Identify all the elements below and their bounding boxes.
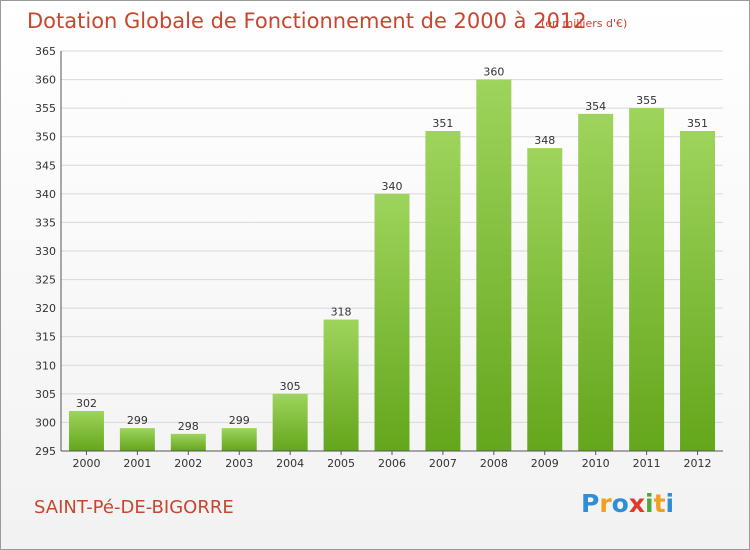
logo-letter: r [599, 489, 612, 518]
y-tick-label: 300 [35, 416, 56, 429]
bar-2009 [527, 148, 563, 451]
data-label: 340 [382, 180, 403, 193]
data-label: 298 [178, 420, 199, 433]
data-label: 302 [76, 397, 97, 410]
proxiti-logo[interactable]: Proxiti [581, 489, 674, 518]
y-tick-label: 310 [35, 359, 56, 372]
x-tick-label: 2004 [276, 457, 304, 470]
data-label: 305 [280, 380, 301, 393]
bar-2011 [629, 108, 665, 452]
y-tick-label: 335 [35, 216, 56, 229]
data-label: 299 [127, 414, 148, 427]
data-label: 351 [432, 117, 453, 130]
bar-2007 [425, 131, 461, 451]
bar-2012 [680, 131, 716, 451]
bar-2001 [119, 428, 155, 451]
y-tick-label: 320 [35, 302, 56, 315]
bars: 302 299 298 299 305 318 340 351 360 348 354 355 351 [68, 66, 716, 452]
x-tick-label: 2008 [480, 457, 508, 470]
bar-2005 [323, 319, 359, 451]
logo-letter: t [653, 489, 666, 518]
y-tick-label: 340 [35, 188, 56, 201]
x-tick-label: 2007 [429, 457, 457, 470]
data-label: 348 [534, 134, 555, 147]
y-tick-label: 350 [35, 131, 56, 144]
y-tick-label: 330 [35, 245, 56, 258]
x-tick-label: 2000 [72, 457, 100, 470]
x-tick-label: 2001 [123, 457, 151, 470]
bar-2004 [272, 393, 308, 451]
x-tick-label: 2011 [633, 457, 661, 470]
bar-2003 [221, 428, 257, 451]
axes: 2953003053103153203253303353403453503553… [35, 45, 723, 470]
y-tick-label: 315 [35, 331, 56, 344]
x-tick-label: 2010 [582, 457, 610, 470]
logo-letter: i [645, 489, 654, 518]
logo-letter: i [665, 489, 675, 518]
logo-letter: x [628, 489, 645, 518]
data-label: 351 [687, 117, 708, 130]
y-tick-label: 360 [35, 74, 56, 87]
y-tick-label: 305 [35, 388, 56, 401]
x-tick-label: 2005 [327, 457, 355, 470]
chart-subtitle: (en milliers d'€) [541, 17, 628, 30]
bar-2008 [476, 79, 512, 452]
x-tick-label: 2002 [174, 457, 202, 470]
data-label: 355 [636, 94, 657, 107]
data-label: 318 [331, 306, 352, 319]
logo-letter: P [581, 489, 600, 518]
bar-2000 [68, 411, 104, 451]
commune-name: SAINT-Pé-DE-BIGORRE [34, 497, 234, 518]
bar-2010 [578, 113, 614, 451]
data-label: 354 [585, 100, 606, 113]
data-label: 360 [483, 66, 504, 79]
y-tick-label: 345 [35, 159, 56, 172]
bar-2006 [374, 193, 410, 451]
x-tick-label: 2012 [684, 457, 712, 470]
chart-title: Dotation Globale de Fonctionnement de 20… [27, 9, 587, 33]
x-tick-label: 2006 [378, 457, 406, 470]
logo-letter: o [611, 489, 629, 518]
x-tick-label: 2009 [531, 457, 559, 470]
bar-2002 [170, 433, 206, 451]
y-tick-label: 355 [35, 102, 56, 115]
y-tick-label: 365 [35, 45, 56, 58]
x-tick-label: 2003 [225, 457, 253, 470]
y-tick-label: 325 [35, 274, 56, 287]
y-tick-label: 295 [35, 445, 56, 458]
data-label: 299 [229, 414, 250, 427]
